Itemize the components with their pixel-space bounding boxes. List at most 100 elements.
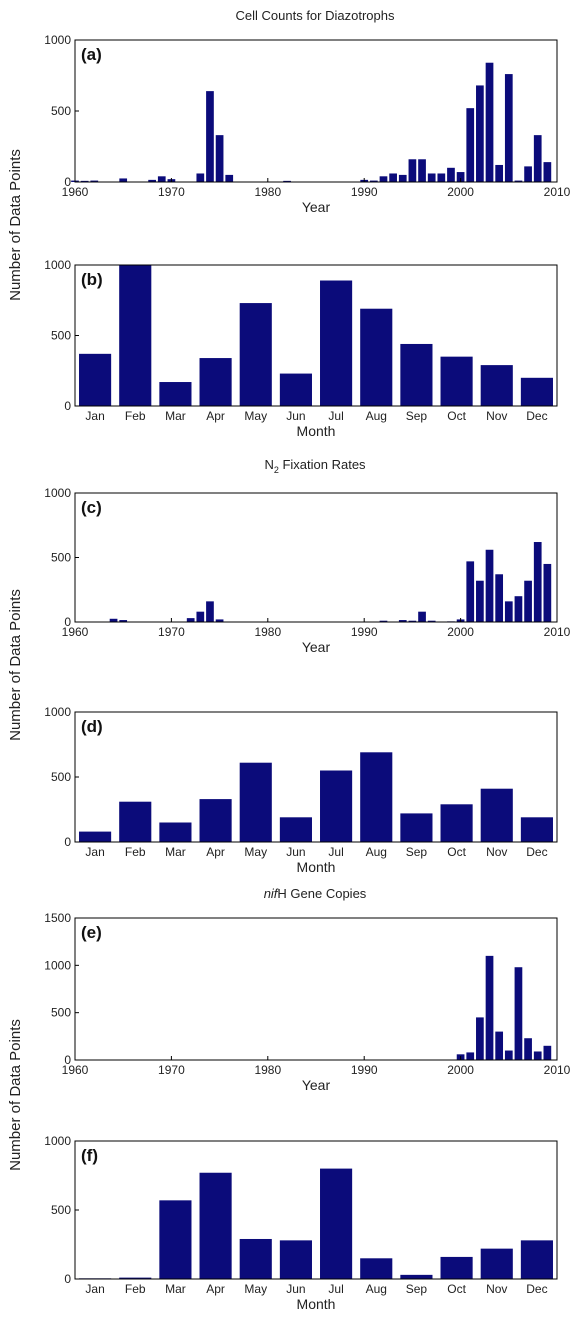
bar: [485, 955, 494, 1060]
bar: [447, 167, 455, 182]
x-tick-label: 2010: [544, 1063, 571, 1077]
bar: [476, 580, 484, 622]
panel-d: Jan Feb Mar Apr May Jun Jul Aug Sep Oct Nov Dec 0 500…: [44, 705, 558, 875]
bar: [418, 611, 426, 622]
y-tick-label: 1000: [44, 486, 71, 500]
x-tick-label: Oct: [447, 1282, 466, 1296]
bar: [239, 1238, 272, 1279]
bar: [80, 180, 89, 182]
bar: [504, 74, 513, 182]
n2-subscript: 2: [274, 465, 279, 475]
y-axis-label-middle: Number of Data Points: [7, 589, 24, 741]
bar: [418, 159, 426, 182]
bar: [476, 85, 484, 182]
bar: [408, 159, 417, 182]
x-tick-label: Apr: [206, 845, 225, 859]
section-title-n2-fixation: N2 Fixation Rates: [264, 457, 366, 475]
bar: [379, 176, 388, 182]
bar: [320, 770, 353, 842]
bar: [206, 91, 214, 182]
x-tick-label: 1990: [351, 185, 378, 199]
panel-label: (f): [81, 1146, 98, 1165]
x-tick-label: May: [244, 845, 267, 859]
bar: [279, 373, 312, 406]
x-tick-label: Dec: [526, 845, 547, 859]
bar: [398, 620, 407, 622]
x-tick-label: Jun: [286, 845, 305, 859]
bar: [109, 618, 118, 622]
bar: [320, 280, 353, 406]
section-title-nifh: nifH Gene Copies: [264, 886, 367, 901]
x-tick-label: Aug: [366, 1282, 387, 1296]
y-tick-label: 500: [51, 104, 71, 118]
x-tick-label: Sep: [406, 845, 428, 859]
bar: [279, 817, 312, 842]
x-tick-label: Jan: [85, 845, 104, 859]
y-axis-label-bottom: Number of Data Points: [7, 1019, 24, 1171]
x-axis-label: Year: [302, 1077, 331, 1093]
x-axis-label: Year: [302, 199, 331, 215]
panels: 1960 1970 1980 1990 2000 201005001000(a)YearJ…: [44, 33, 570, 1312]
bar: [157, 176, 166, 182]
y-tick-label: 1000: [44, 958, 71, 972]
bar: [520, 1240, 553, 1279]
bar: [119, 801, 152, 842]
y-tick-label: 500: [51, 1203, 71, 1217]
bar: [119, 620, 128, 622]
bar: [480, 365, 513, 406]
x-tick-label: Jan: [85, 1282, 104, 1296]
x-tick-label: 2010: [544, 625, 571, 639]
x-tick-label: Oct: [447, 409, 466, 423]
bar: [119, 265, 152, 406]
x-tick-label: 1970: [158, 185, 185, 199]
x-tick-label: 1970: [158, 625, 185, 639]
bar: [456, 172, 465, 182]
x-tick-label: Sep: [406, 1282, 428, 1296]
n2-prefix: N: [264, 457, 273, 472]
x-tick-label: 1960: [62, 625, 89, 639]
panel-label: (e): [81, 923, 102, 942]
bar: [320, 1168, 353, 1279]
bar: [524, 166, 532, 182]
y-tick-label: 1000: [44, 1134, 71, 1148]
bar: [215, 135, 224, 182]
x-tick-label: Dec: [526, 1282, 547, 1296]
y-tick-label: 0: [64, 399, 71, 413]
bar: [239, 762, 272, 842]
x-tick-label: 2000: [447, 625, 474, 639]
x-tick-label: Jan: [85, 409, 104, 423]
axes-frame: [74, 917, 558, 1061]
bar: [427, 620, 436, 622]
bar: [514, 180, 523, 182]
y-tick-label: 500: [51, 1006, 71, 1020]
bar: [159, 1200, 192, 1279]
x-tick-label: 2000: [447, 1063, 474, 1077]
x-axis-label: Month: [297, 423, 336, 439]
bar: [504, 601, 513, 622]
bar: [196, 173, 205, 182]
y-tick-label: 500: [51, 770, 71, 784]
x-tick-label: Apr: [206, 1282, 225, 1296]
bar: [408, 620, 417, 622]
y-tick-label: 0: [64, 175, 71, 189]
bar: [533, 135, 542, 182]
x-tick-label: 1980: [254, 1063, 281, 1077]
panel-label: (d): [81, 717, 103, 736]
x-tick-label: Feb: [125, 1282, 146, 1296]
x-tick-label: Nov: [486, 845, 507, 859]
x-tick-label: May: [244, 409, 267, 423]
y-axis-label-top: Number of Data Points: [7, 149, 24, 301]
bar: [199, 799, 232, 842]
bar: [199, 358, 232, 406]
x-tick-label: Oct: [447, 845, 466, 859]
bar: [159, 382, 192, 406]
bar: [206, 601, 214, 622]
bar: [437, 173, 446, 182]
panel-a: 1960 1970 1980 1990 2000 2010 0 500 1000 (a) Year: [44, 33, 570, 215]
bar: [90, 180, 99, 182]
bar: [79, 353, 112, 406]
nifh-italic: nif: [264, 886, 279, 901]
bar: [148, 179, 156, 182]
bar: [379, 620, 388, 622]
